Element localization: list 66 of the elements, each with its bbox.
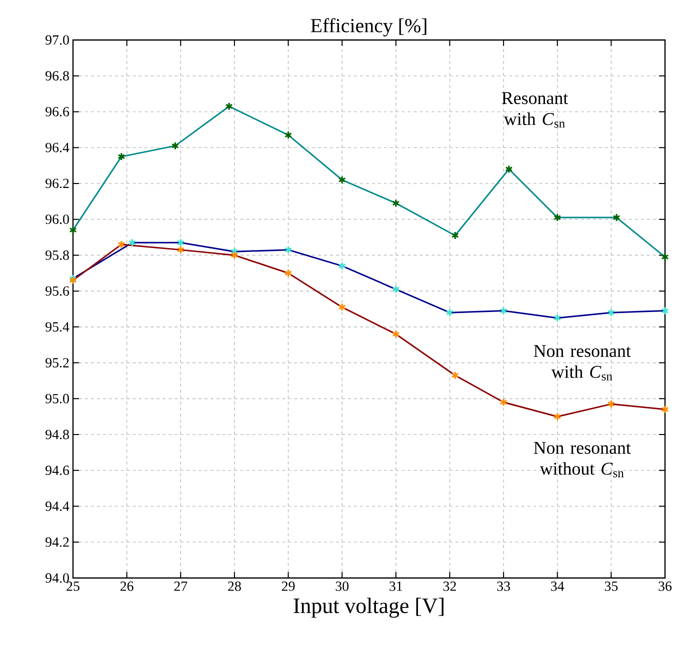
- point: [661, 306, 669, 316]
- point: [554, 412, 562, 421]
- x-tick-label: 33: [497, 582, 510, 591]
- point: [661, 252, 669, 262]
- point: [118, 240, 126, 249]
- y-tick-label: 94.8: [46, 430, 69, 440]
- y-tick-label: 95.6: [46, 286, 70, 296]
- point: [284, 246, 292, 254]
- point: [554, 314, 562, 322]
- point: [554, 213, 562, 222]
- point: [128, 238, 136, 247]
- point: [612, 213, 620, 222]
- x-tick-label: 35: [604, 582, 618, 591]
- x-tick-label: 29: [282, 582, 295, 591]
- point: [392, 330, 400, 338]
- point: [118, 152, 126, 161]
- point: [392, 284, 400, 294]
- annotation: Resonant with C$_{sn}$: [502, 92, 568, 128]
- point: [661, 405, 669, 414]
- y-tick-label: 96.6: [46, 107, 70, 116]
- x-tick-label: 32: [443, 582, 456, 591]
- point: [500, 306, 508, 316]
- x-tick-label: 31: [390, 582, 402, 591]
- x-tick-label: 27: [174, 582, 188, 591]
- point: [171, 142, 180, 150]
- y-tick-label: 95.4: [46, 322, 70, 332]
- annotation: Non resonant with C$_{sn}$: [534, 345, 631, 380]
- point: [230, 250, 238, 260]
- point: [392, 198, 400, 208]
- point: [505, 164, 513, 174]
- y-tick-label: 94.6: [46, 466, 70, 476]
- annotation: Non resonant without C$_{sn}$: [534, 442, 631, 478]
- point: [176, 246, 184, 254]
- y-tick-label: 95.0: [46, 394, 69, 404]
- y-tick-label: 94.0: [46, 573, 69, 583]
- x-axis-title: Input voltage [V]: [294, 598, 444, 618]
- point: [500, 398, 508, 407]
- point: [446, 308, 454, 317]
- x-tick-label: 25: [66, 582, 80, 591]
- point: [338, 176, 346, 184]
- y-tick-label: 96.8: [46, 71, 69, 81]
- point: [451, 371, 459, 380]
- chart-title: Efficiency [%]: [310, 18, 426, 36]
- y-tick-label: 95.2: [46, 358, 69, 368]
- point: [225, 102, 233, 111]
- point: [338, 262, 346, 270]
- x-tick-label: 30: [336, 582, 349, 591]
- x-tick-label: 36: [658, 582, 672, 591]
- y-tick-label: 96.2: [46, 178, 69, 188]
- x-tick-label: 34: [551, 582, 564, 591]
- point: [284, 130, 292, 140]
- y-tick-label: 95.8: [46, 250, 69, 260]
- y-tick-label: 94.2: [46, 537, 69, 547]
- point: [607, 308, 616, 317]
- point: [176, 238, 184, 247]
- y-tick-label: 96.4: [46, 142, 70, 152]
- point: [69, 226, 77, 234]
- point: [451, 231, 459, 240]
- y-tick-label: 96.0: [46, 214, 69, 224]
- x-tick-label: 26: [120, 582, 134, 591]
- y-tick-label: 94.4: [46, 502, 70, 511]
- point: [607, 400, 616, 408]
- point: [338, 302, 346, 312]
- point: [284, 268, 292, 278]
- x-tick-label: 28: [228, 582, 241, 591]
- y-tick-label: 97.0: [46, 35, 69, 45]
